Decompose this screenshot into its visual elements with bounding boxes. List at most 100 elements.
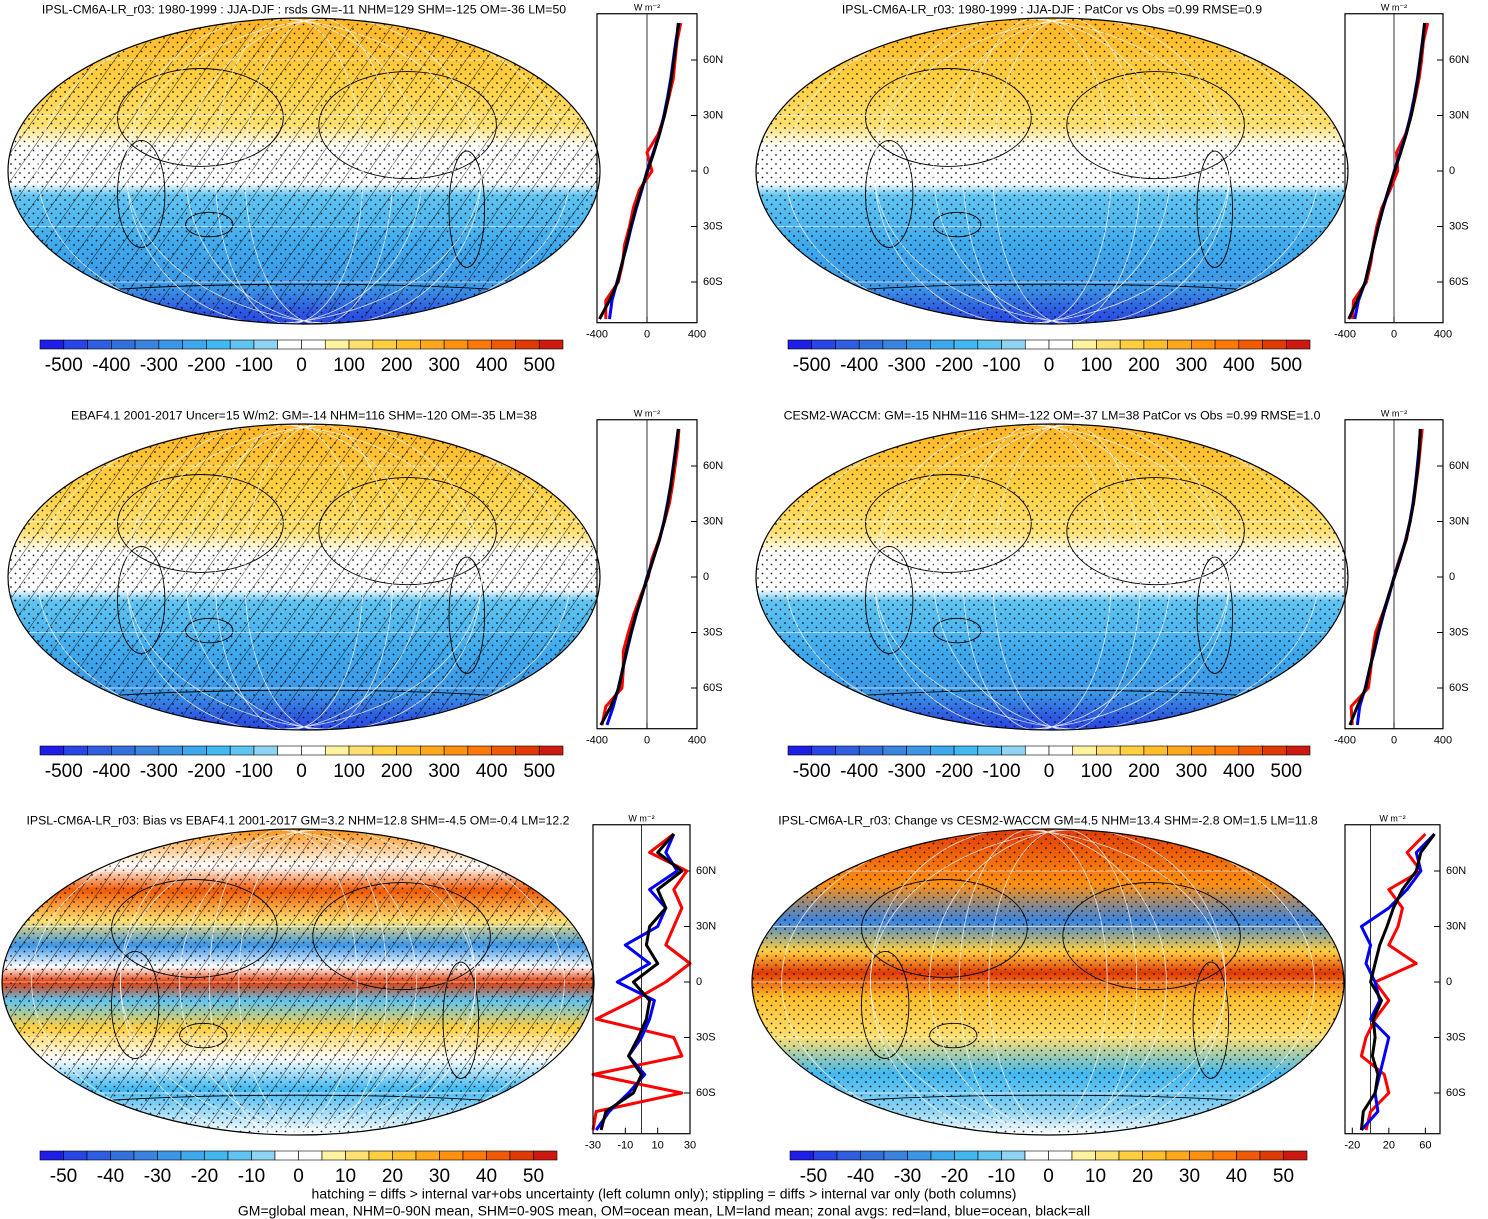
colorbar-label: 20 [1132, 1166, 1153, 1187]
colorbar-box [182, 745, 207, 756]
colorbar-box [1143, 745, 1168, 756]
colorbar-box [787, 745, 813, 756]
colorbar-box [443, 339, 469, 350]
x-tick-label: 0 [644, 735, 650, 747]
colorbar-label: 100 [333, 761, 365, 782]
colorbar-box [515, 339, 540, 350]
colorbar-box [204, 1150, 229, 1161]
y-tick-label: 60N [703, 460, 723, 472]
colorbar-box [813, 1150, 838, 1161]
x-tick-label: 0 [1391, 329, 1397, 341]
colorbar-box [301, 745, 326, 756]
zonal-mean-line [598, 22, 680, 320]
y-tick-label: 0 [1446, 976, 1452, 988]
x-tick-label: 400 [688, 735, 706, 747]
colorbar-box [930, 339, 955, 350]
profile-frame [1344, 419, 1444, 730]
colorbar-box [1236, 1150, 1261, 1161]
colorbar-label: 100 [1081, 355, 1113, 376]
x-tick-label: 0 [644, 329, 650, 341]
colorbar-label: -200 [187, 355, 225, 376]
footnote: GM=global mean, NHM=0-90N mean, SHM=0-90… [238, 1203, 1090, 1219]
colorbar-label: 10 [1085, 1166, 1106, 1187]
colorbar-label: 0 [293, 1166, 304, 1187]
colorbar-label: -300 [140, 355, 178, 376]
panel-title: EBAF4.1 2001-2017 Uncer=15 W/m2: GM=-14 … [71, 408, 537, 422]
colorbar-label: -300 [888, 761, 926, 782]
colorbar-label: 500 [523, 761, 555, 782]
colorbar-box [206, 745, 231, 756]
y-tick-label: 60S [703, 682, 723, 694]
colorbar-box [253, 745, 279, 756]
colorbar-label: 30 [1179, 1166, 1200, 1187]
colorbar-box [1285, 745, 1311, 756]
colorbar-label: 0 [1044, 761, 1055, 782]
colorbar-box [298, 1150, 323, 1161]
colorbar-box [227, 1150, 252, 1161]
colorbar-box [1259, 1150, 1284, 1161]
colorbar-label: -20 [191, 1166, 218, 1187]
colorbar-box [953, 339, 979, 350]
footnote: hatching = diffs > internal var+obs unce… [312, 1186, 1017, 1202]
colorbar-label: 300 [428, 355, 460, 376]
zonal-mean-line [1359, 833, 1436, 1131]
colorbar-label: -50 [800, 1166, 827, 1187]
map-border [755, 423, 1349, 731]
profile-frame [596, 419, 698, 730]
colorbar-box [86, 1150, 111, 1161]
colorbar-label: -500 [45, 761, 83, 782]
colorbar-box [787, 339, 813, 350]
colorbar-label: 400 [1223, 355, 1255, 376]
colorbar-box [321, 1150, 346, 1161]
colorbar-label: -300 [140, 761, 178, 782]
zonal-mean-line [1350, 22, 1430, 320]
colorbar-box [396, 339, 421, 350]
colorbar-box [345, 1150, 370, 1161]
x-tick-label: -10 [617, 1140, 633, 1152]
colorbar-box [439, 1150, 464, 1161]
colorbar-box [1143, 339, 1168, 350]
colorbar-box [158, 745, 183, 756]
y-tick-label: 60N [1449, 460, 1469, 472]
colorbar-box [1048, 1150, 1073, 1161]
colorbar-label: -500 [793, 355, 831, 376]
colorbar-label: 500 [1270, 355, 1302, 376]
colorbar-box [1001, 1150, 1026, 1161]
colorbar-label: 10 [335, 1166, 356, 1187]
colorbar-label: -50 [50, 1166, 77, 1187]
colorbar-label: 100 [333, 355, 365, 376]
colorbar-box [158, 339, 183, 350]
y-tick-label: 30S [703, 220, 723, 232]
colorbar-box [1191, 745, 1216, 756]
colorbar-box [63, 1150, 88, 1161]
colorbar-box [1048, 745, 1074, 756]
colorbar-label: -100 [235, 761, 273, 782]
colorbar-label: 20 [382, 1166, 403, 1187]
map [756, 18, 1348, 324]
colorbar-box [1238, 339, 1263, 350]
x-tick-label: 20 [1383, 1140, 1395, 1152]
colorbar-box [930, 745, 955, 756]
zonal-mean-line [1353, 22, 1427, 320]
colorbar-box [467, 339, 492, 350]
colorbar-box [63, 339, 88, 350]
colorbar-box [39, 339, 65, 350]
colorbar-label: 400 [476, 355, 508, 376]
colorbar-box [63, 745, 88, 756]
colorbar-box [906, 339, 931, 350]
colorbar-box [1283, 1150, 1308, 1161]
zonal-mean-line [1359, 832, 1436, 1131]
zonal-mean-line [599, 833, 684, 1131]
map [8, 18, 600, 324]
colorbar-box [509, 1150, 534, 1161]
panel-title: IPSL-CM6A-LR_r03: Change vs CESM2-WACCM … [778, 813, 1318, 827]
y-tick-label: 0 [703, 165, 709, 177]
unit-label: W m⁻² [1381, 2, 1407, 12]
y-tick-label: 30S [696, 1031, 716, 1043]
y-tick-label: 30S [1446, 1031, 1466, 1043]
colorbar-box [1214, 745, 1240, 756]
y-tick-label: 0 [1449, 165, 1455, 177]
panel-title: CESM2-WACCM: GM=-15 NHM=116 SHM=-122 OM=… [784, 408, 1321, 422]
y-tick-label: 30N [703, 109, 723, 121]
